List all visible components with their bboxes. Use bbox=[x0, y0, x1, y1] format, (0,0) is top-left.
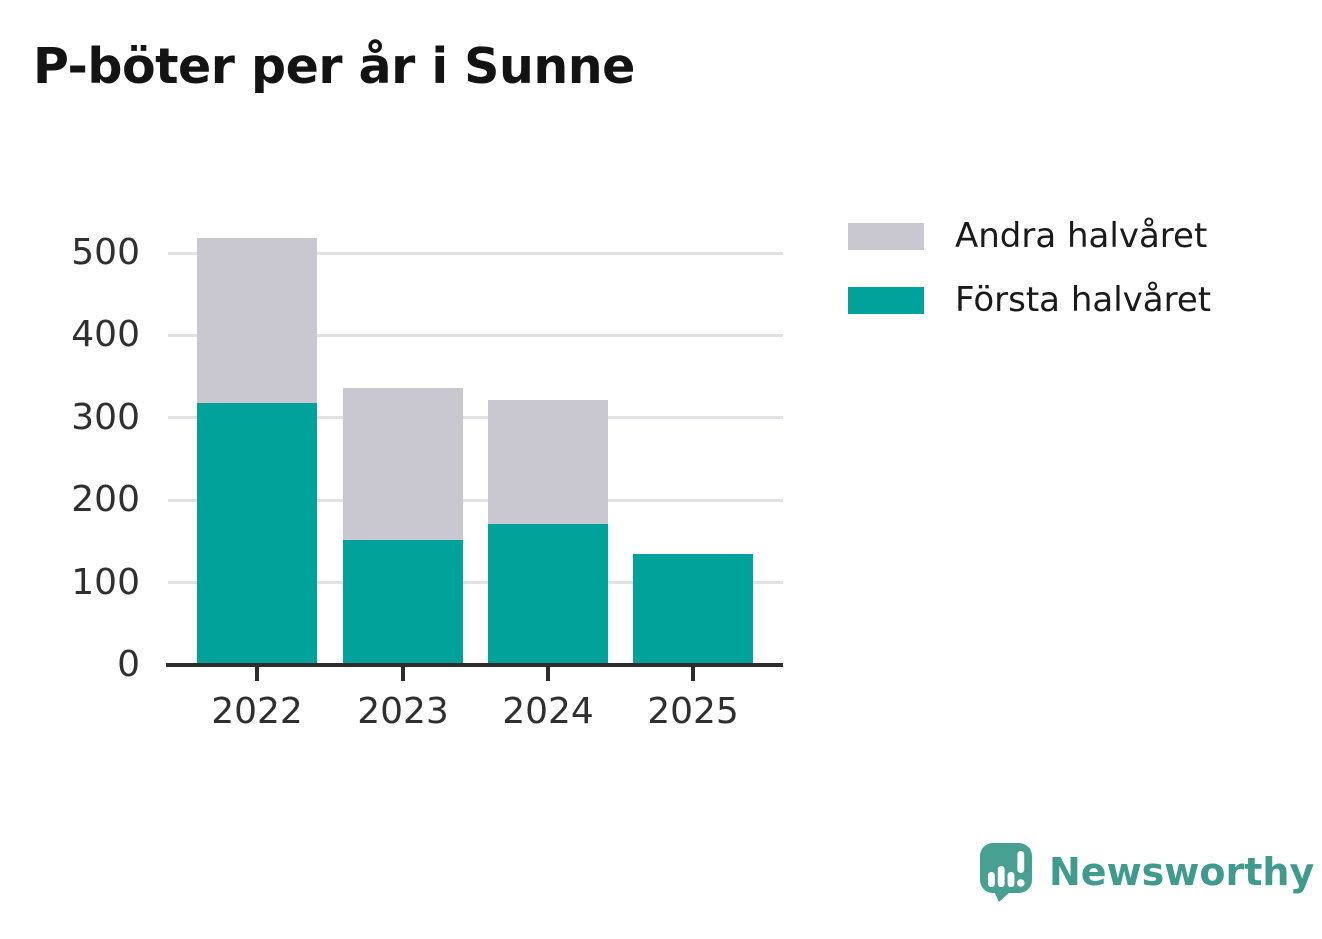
bar-segment-2022-andra-halvaret bbox=[197, 238, 317, 403]
bar-segment-2023-forsta-halvaret bbox=[343, 539, 463, 665]
gridline-400 bbox=[168, 333, 783, 337]
gridline-200 bbox=[168, 498, 783, 502]
gridline-100 bbox=[168, 581, 783, 585]
x-axis-line bbox=[166, 663, 783, 667]
newsworthy-branding: Newsworthy bbox=[978, 841, 1314, 903]
newsworthy-speech-bubble-chart-icon bbox=[980, 843, 1032, 902]
newsworthy-logo-text: Newsworthy bbox=[1049, 850, 1315, 894]
y-axis-label-300: 300 bbox=[71, 396, 140, 438]
y-axis-label-200: 200 bbox=[71, 479, 140, 521]
bar-segment-2024-andra-halvaret bbox=[488, 399, 608, 525]
y-axis-label-400: 400 bbox=[71, 314, 140, 356]
x-axis-label-2024: 2024 bbox=[502, 691, 594, 732]
y-axis-label-500: 500 bbox=[71, 232, 140, 273]
legend-label-forsta-halvaret: Första halvåret bbox=[955, 280, 1212, 320]
x-axis-label-2025: 2025 bbox=[647, 691, 739, 732]
gridline-300 bbox=[168, 416, 783, 420]
legend-swatch-forsta-halvaret bbox=[848, 286, 924, 314]
chart-title: P-böter per år i Sunne bbox=[33, 38, 635, 95]
x-axis-tick-2025 bbox=[691, 667, 695, 681]
bar-segment-2023-andra-halvaret bbox=[343, 388, 463, 540]
x-axis-tick-2023 bbox=[401, 667, 405, 681]
bar-segment-2022-forsta-halvaret bbox=[197, 402, 317, 665]
x-axis-tick-2024 bbox=[546, 667, 550, 681]
gridline-500 bbox=[168, 251, 783, 255]
bar-segment-2025-forsta-halvaret bbox=[633, 553, 753, 665]
legend-row-forsta: Första halvåret bbox=[848, 283, 1211, 317]
chart-legend: Andra halvåret Första halvåret bbox=[848, 219, 1211, 317]
x-axis-tick-2022 bbox=[255, 667, 259, 681]
y-axis-label-100: 100 bbox=[71, 561, 140, 603]
x-axis-label-2022: 2022 bbox=[211, 691, 303, 732]
bar-segment-2024-forsta-halvaret bbox=[488, 524, 608, 665]
legend-row-andra: Andra halvåret bbox=[848, 219, 1211, 253]
y-axis-label-0: 0 bbox=[117, 644, 140, 685]
legend-label-andra-halvaret: Andra halvåret bbox=[955, 216, 1208, 256]
x-axis-label-2023: 2023 bbox=[357, 691, 449, 732]
legend-swatch-andra-halvaret bbox=[848, 222, 924, 250]
